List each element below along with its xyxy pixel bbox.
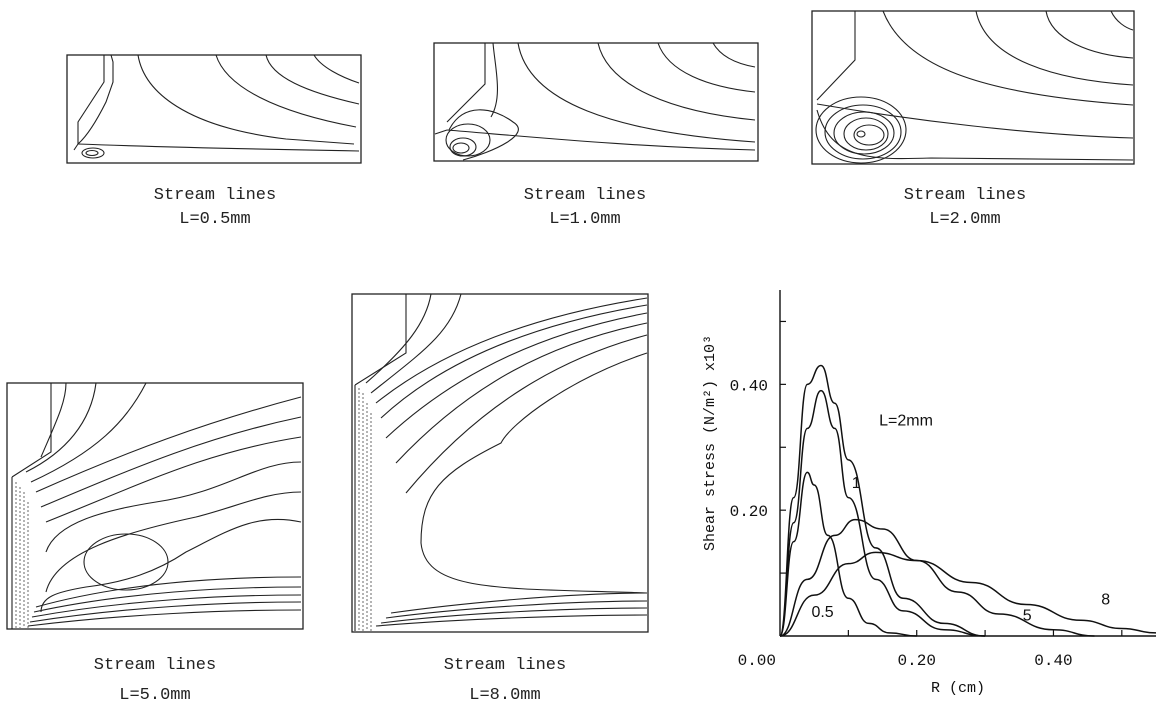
streamline-plot-0-5mm xyxy=(66,54,362,164)
caption-title: Stream lines xyxy=(93,656,217,675)
series-label-5: 8 xyxy=(1101,592,1110,609)
caption-value: L=8.0mm xyxy=(469,686,541,705)
x-axis-label: R (cm) xyxy=(931,680,985,697)
y-tick-label: 0.40 xyxy=(730,377,768,395)
caption-0-5mm: Stream lines L=0.5mm xyxy=(120,186,310,230)
caption-8-0mm: Stream lines L=8.0mm xyxy=(410,656,600,706)
streamline-panel-8-0mm xyxy=(351,293,651,635)
series-label-1: 0.5 xyxy=(811,604,833,621)
streamline-plot-2-0mm xyxy=(811,10,1135,165)
series-line-4 xyxy=(779,518,1095,637)
streamline-panel-1-0mm xyxy=(433,42,763,167)
streamline-panel-2-0mm xyxy=(811,10,1141,170)
caption-value: L=2.0mm xyxy=(929,210,1001,229)
streamline-panel-0-5mm xyxy=(66,52,366,167)
series-line-3 xyxy=(779,364,986,637)
caption-5-0mm: Stream lines L=5.0mm xyxy=(60,656,250,706)
caption-title: Stream lines xyxy=(153,186,277,205)
x-tick-label: 0.00 xyxy=(738,652,776,670)
caption-title: Stream lines xyxy=(903,186,1027,205)
caption-2-0mm: Stream lines L=2.0mm xyxy=(870,186,1060,230)
streamline-panel-5-0mm xyxy=(6,382,306,632)
series-line-1 xyxy=(779,471,917,637)
shear-stress-chart: 0.20 0.40 0.00 0.20 0.40 R (cm) Shear stress (… xyxy=(680,270,1156,707)
caption-title: Stream lines xyxy=(443,656,567,675)
y-tick-label: 0.20 xyxy=(730,503,768,521)
shear-stress-plot: 0.20 0.40 0.00 0.20 0.40 R (cm) Shear stress (… xyxy=(702,290,1156,697)
caption-1-0mm: Stream lines L=1.0mm xyxy=(490,186,680,230)
streamline-plot-1-0mm xyxy=(433,42,759,162)
series-label-3: L=2mm xyxy=(879,412,933,429)
streamline-plot-8-0mm xyxy=(351,293,649,633)
streamline-plot-5-0mm xyxy=(6,382,304,630)
series-line-2 xyxy=(779,389,986,637)
series-label-2: 1 xyxy=(852,475,861,492)
series-label-4: 5 xyxy=(1023,607,1032,624)
caption-value: L=5.0mm xyxy=(119,686,191,705)
caption-value: L=1.0mm xyxy=(549,210,621,229)
caption-value: L=0.5mm xyxy=(179,210,251,229)
x-tick-label: 0.40 xyxy=(1034,652,1072,670)
caption-title: Stream lines xyxy=(523,186,647,205)
y-axis-label: Shear stress (N/m²) x10³ xyxy=(702,335,719,551)
series-line-5 xyxy=(779,551,1156,637)
x-tick-label: 0.20 xyxy=(898,652,936,670)
